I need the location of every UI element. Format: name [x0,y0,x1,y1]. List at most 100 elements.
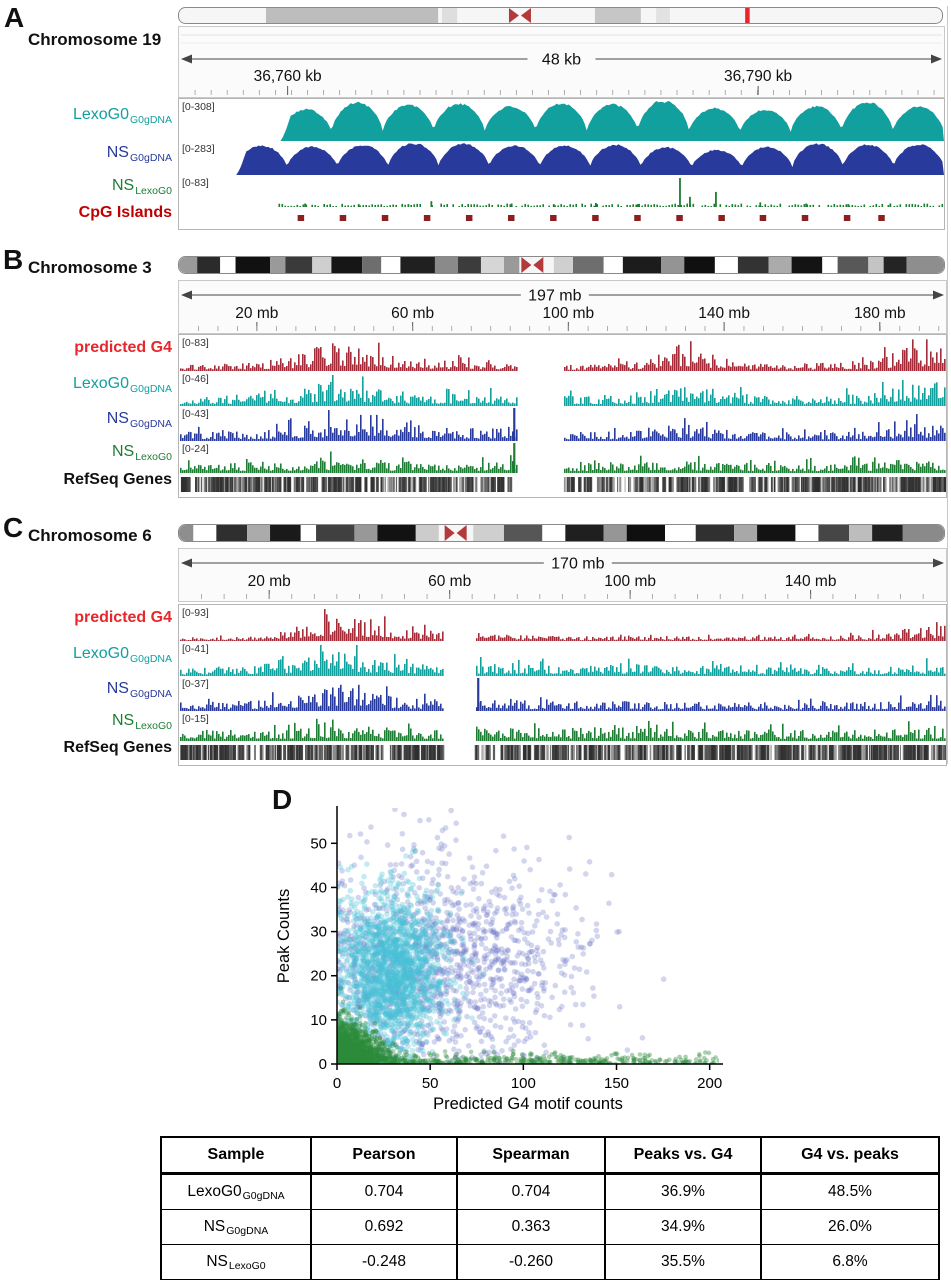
chr3-tracks[interactable]: [0-83] [0-46] [0-43] [0-24] [178,334,947,498]
value-cell: 35.5% [604,1244,762,1280]
track-range-label: [0-83] [182,337,209,349]
value-cell: -0.248 [310,1244,458,1280]
track-predicted-g4[interactable]: [0-83] [179,335,946,371]
chr19-ruler[interactable]: 48 kb 36,760 kb 36,790 kb [178,26,945,98]
correlation-table: Sample Pearson Spearman Peaks vs. G4 G4 vs. … [160,1136,940,1280]
value-cell: 0.692 [310,1209,458,1245]
track-ns-lexog0[interactable]: [0-15] [179,711,946,741]
svg-text:20 mb: 20 mb [248,573,291,590]
table-header-peaks-vs-g4: Peaks vs. G4 [604,1136,762,1175]
track-ns-g0gdna[interactable]: [0-37] [179,676,946,711]
panel-b-letter: B [3,244,24,275]
value-cell: 0.363 [456,1209,606,1245]
value-cell: 0.704 [456,1173,606,1210]
track-ns-lexog0[interactable]: [0-24] [179,441,946,473]
value-cell: 36.9% [604,1173,762,1210]
chromosome-6-label: Chromosome 6 [28,526,152,545]
scatter-points [337,808,719,1064]
panel-c-letter: C [3,512,24,543]
svg-text:100 mb: 100 mb [542,305,594,322]
table-header-sample: Sample [160,1136,312,1175]
panel-a-letter: A [4,2,25,33]
chr19-tracks[interactable]: [0-308] [0-283] [0-83] [178,98,945,230]
track-range-label: [0-83] [182,177,209,189]
track-label-ns-g0gdna: NSG0gDNA [106,144,172,164]
svg-text:170 mb: 170 mb [551,556,604,573]
chr3-ruler[interactable]: 197 mb 20 mb 60 mb 100 mb 140 mb 180 mb [178,280,947,334]
scatter-axes [331,806,723,1070]
table-row-ns-lexog0: NSLexoG0 -0.248 -0.260 35.5% 6.8% [160,1244,940,1280]
value-cell: 48.5% [760,1173,940,1210]
svg-text:197 mb: 197 mb [528,288,581,305]
svg-text:100 mb: 100 mb [604,573,656,590]
track-cpg-islands[interactable] [179,207,944,229]
chr3-ideogram[interactable] [178,256,945,274]
track-label-ns-lexog0: NSLexoG0 [111,443,172,463]
track-label-lexog0-g0gdna: LexoG0G0gDNA [72,644,172,665]
chr6-ideogram[interactable] [178,524,945,542]
value-cell: 6.8% [760,1244,940,1280]
series-ns-g0gdna [337,808,667,1064]
svg-text:20 mb: 20 mb [235,305,278,322]
track-label-lexog0-g0gdna: LexoG0G0gDNA [72,106,172,126]
svg-text:60 mb: 60 mb [391,305,434,322]
value-cell: 34.9% [604,1209,762,1245]
track-range-label: [0-43] [182,408,209,420]
panel-right-edge [947,6,948,764]
svg-text:36,790 kb: 36,790 kb [724,68,792,85]
track-range-label: [0-37] [182,678,209,690]
sample-cell: NSG0gDNA [160,1209,312,1245]
chr6-ruler[interactable]: 170 mb 20 mb 60 mb 100 mb 140 mb [178,548,947,602]
track-label-predicted-g4: predicted G4 [74,609,172,626]
track-ns-g0gdna[interactable]: [0-283] [179,141,944,175]
track-range-label: [0-283] [182,143,215,155]
svg-text:140 mb: 140 mb [785,573,837,590]
track-label-ns-lexog0: NSLexoG0 [111,712,172,732]
track-lexog0-g0gdna[interactable]: [0-308] [179,99,944,141]
track-ns-g0gdna[interactable]: [0-43] [179,406,946,441]
table-row-lexog0-g0gdna: LexoG0G0gDNA 0.704 0.704 36.9% 48.5% [160,1173,940,1210]
track-label-predicted-g4: predicted G4 [74,339,172,356]
track-range-label: [0-41] [182,643,209,655]
svg-text:36,760 kb: 36,760 kb [254,68,322,85]
sample-cell: LexoG0G0gDNA [160,1173,312,1210]
svg-text:60 mb: 60 mb [428,573,471,590]
value-cell: -0.260 [456,1244,606,1280]
sample-cell: NSLexoG0 [160,1244,312,1280]
table-header-g4-vs-peaks: G4 vs. peaks [760,1136,940,1175]
track-lexog0-g0gdna[interactable]: [0-46] [179,371,946,406]
track-range-label: [0-308] [182,101,215,113]
chr6-tracks[interactable]: [0-93] [0-41] [0-37] [0-15] [178,604,947,766]
track-predicted-g4[interactable]: [0-93] [179,605,946,641]
value-cell: 0.704 [310,1173,458,1210]
chr19-ideogram[interactable] [178,7,943,24]
svg-text:48 kb: 48 kb [542,52,581,69]
track-label-refseq-genes: RefSeq Genes [63,739,172,756]
table-row-ns-g0gdna: NSG0gDNA 0.692 0.363 34.9% 26.0% [160,1209,940,1245]
track-label-ns-g0gdna: NSG0gDNA [106,679,172,700]
scatter-ylabel: Peak Counts [275,889,293,983]
table-header-spearman: Spearman [456,1136,606,1175]
track-label-ns-g0gdna: NSG0gDNA [106,409,172,430]
track-lexog0-g0gdna[interactable]: [0-41] [179,641,946,676]
series-lexog0-g0gdna [337,847,487,1064]
panel-d-letter: D [272,784,293,815]
track-label-refseq-genes: RefSeq Genes [63,471,172,488]
track-range-label: [0-15] [182,713,209,725]
track-label-lexog0-g0gdna: LexoG0G0gDNA [72,374,172,395]
svg-text:180 mb: 180 mb [854,305,906,322]
track-ns-lexog0[interactable]: [0-83] [179,175,944,207]
svg-text:140 mb: 140 mb [698,305,750,322]
table-header-pearson: Pearson [310,1136,458,1175]
track-range-label: [0-24] [182,443,209,455]
chromosome-19-label: Chromosome 19 [28,30,162,49]
track-range-label: [0-46] [182,373,209,385]
scatter-xlabel: Predicted G4 motif counts [433,1095,623,1113]
track-label-ns-lexog0: NSLexoG0 [111,177,172,197]
track-label-cpg-islands: CpG Islands [78,204,172,221]
track-refseq-genes[interactable] [179,741,946,765]
track-range-label: [0-93] [182,607,209,619]
track-refseq-genes[interactable] [179,473,946,497]
